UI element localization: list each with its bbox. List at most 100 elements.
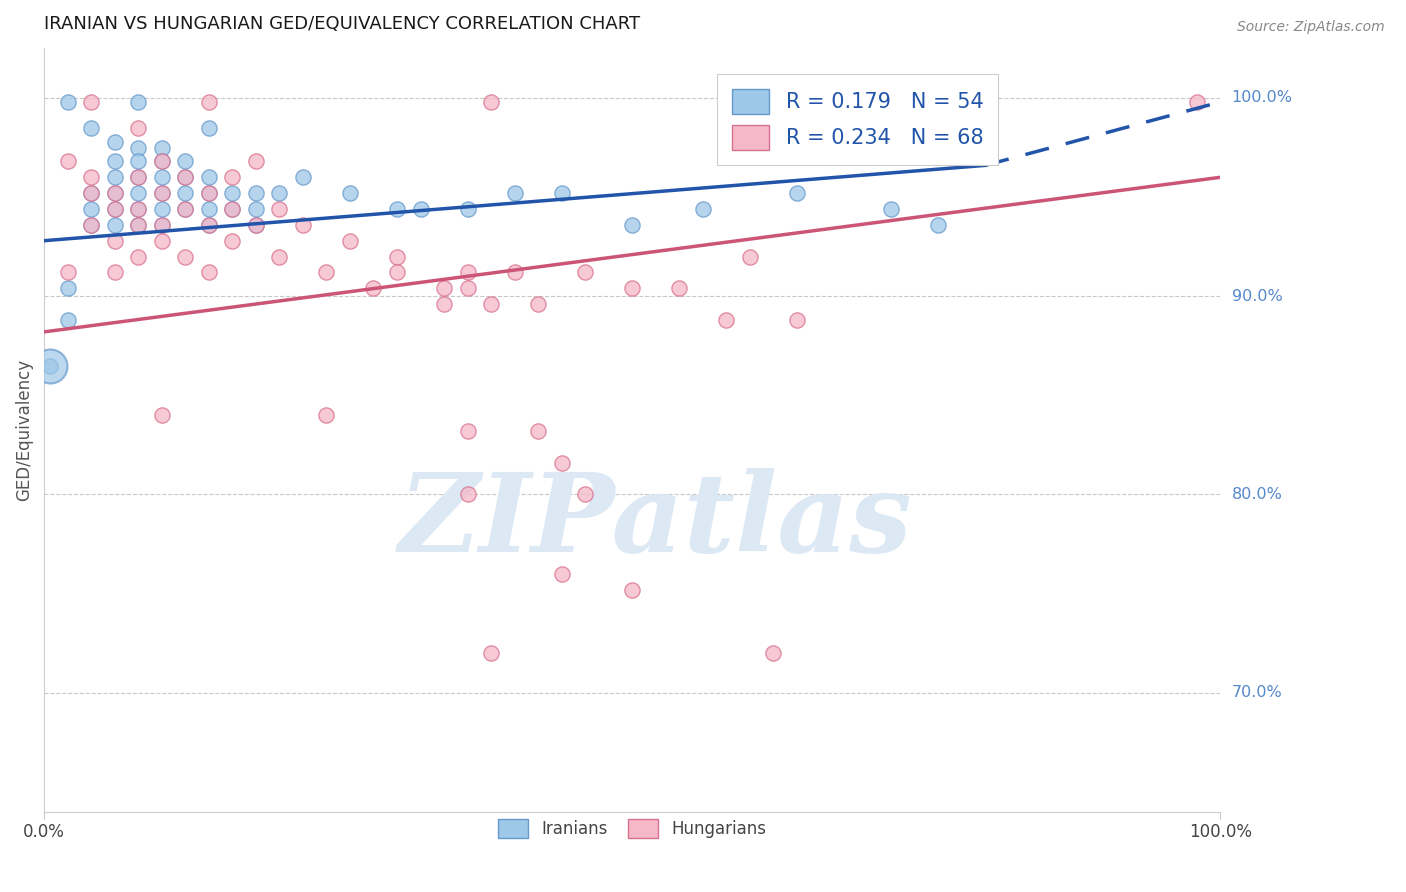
Point [80,186,103,201]
Point [174,154,197,169]
Point [409,202,432,216]
Point [174,170,197,185]
Point [385,250,408,264]
Point [104,202,127,216]
Point [198,186,221,201]
Point [621,281,644,295]
Point [174,170,197,185]
Point [104,265,127,279]
Point [551,456,574,470]
Text: 100.0%: 100.0% [1232,90,1292,105]
Point [56,313,79,327]
Point [385,202,408,216]
Text: ZIPatlas: ZIPatlas [399,467,912,575]
Point [104,135,127,149]
Text: 70.0%: 70.0% [1232,685,1282,700]
Point [479,646,502,660]
Point [339,234,361,248]
Point [104,186,127,201]
Point [80,120,103,135]
Point [80,95,103,109]
Point [503,265,526,279]
Point [127,218,149,232]
Text: 90.0%: 90.0% [1232,289,1282,303]
Point [786,186,808,201]
Point [198,218,221,232]
Point [738,250,761,264]
Point [527,424,550,438]
Point [104,234,127,248]
Point [127,95,149,109]
Point [56,281,79,295]
Point [198,202,221,216]
Point [221,170,243,185]
Point [621,218,644,232]
Point [174,186,197,201]
Point [127,120,149,135]
Point [385,265,408,279]
Point [457,424,479,438]
Point [221,186,243,201]
Point [291,218,314,232]
Point [786,313,808,327]
Point [150,234,173,248]
Point [433,281,456,295]
Y-axis label: GED/Equivalency: GED/Equivalency [15,359,32,501]
Point [80,202,103,216]
Point [1185,95,1208,109]
Point [80,218,103,232]
Point [692,202,714,216]
Point [363,281,385,295]
Point [150,408,173,422]
Point [127,250,149,264]
Point [221,234,243,248]
Point [198,265,221,279]
Point [150,154,173,169]
Point [150,186,173,201]
Point [221,202,243,216]
Point [551,566,574,581]
Point [198,186,221,201]
Point [56,154,79,169]
Point [315,265,337,279]
Point [127,186,149,201]
Point [245,218,267,232]
Point [716,313,738,327]
Point [457,202,479,216]
Point [39,359,62,373]
Point [150,186,173,201]
Point [198,170,221,185]
Point [927,218,949,232]
Point [150,218,173,232]
Point [150,202,173,216]
Point [527,297,550,311]
Point [80,186,103,201]
Point [269,250,291,264]
Point [174,202,197,216]
Text: 80.0%: 80.0% [1232,487,1282,502]
Point [104,186,127,201]
Point [269,186,291,201]
Point [621,582,644,597]
Point [56,265,79,279]
Point [762,646,785,660]
Point [39,359,62,373]
Point [127,154,149,169]
Legend: Iranians, Hungarians: Iranians, Hungarians [492,813,773,845]
Point [80,170,103,185]
Point [245,202,267,216]
Point [174,250,197,264]
Point [457,487,479,501]
Text: Source: ZipAtlas.com: Source: ZipAtlas.com [1237,20,1385,34]
Point [80,218,103,232]
Point [479,95,502,109]
Text: IRANIAN VS HUNGARIAN GED/EQUIVALENCY CORRELATION CHART: IRANIAN VS HUNGARIAN GED/EQUIVALENCY COR… [44,15,640,33]
Point [104,218,127,232]
Point [198,218,221,232]
Point [339,186,361,201]
Point [150,140,173,154]
Point [551,186,574,201]
Point [245,154,267,169]
Point [221,202,243,216]
Point [315,408,337,422]
